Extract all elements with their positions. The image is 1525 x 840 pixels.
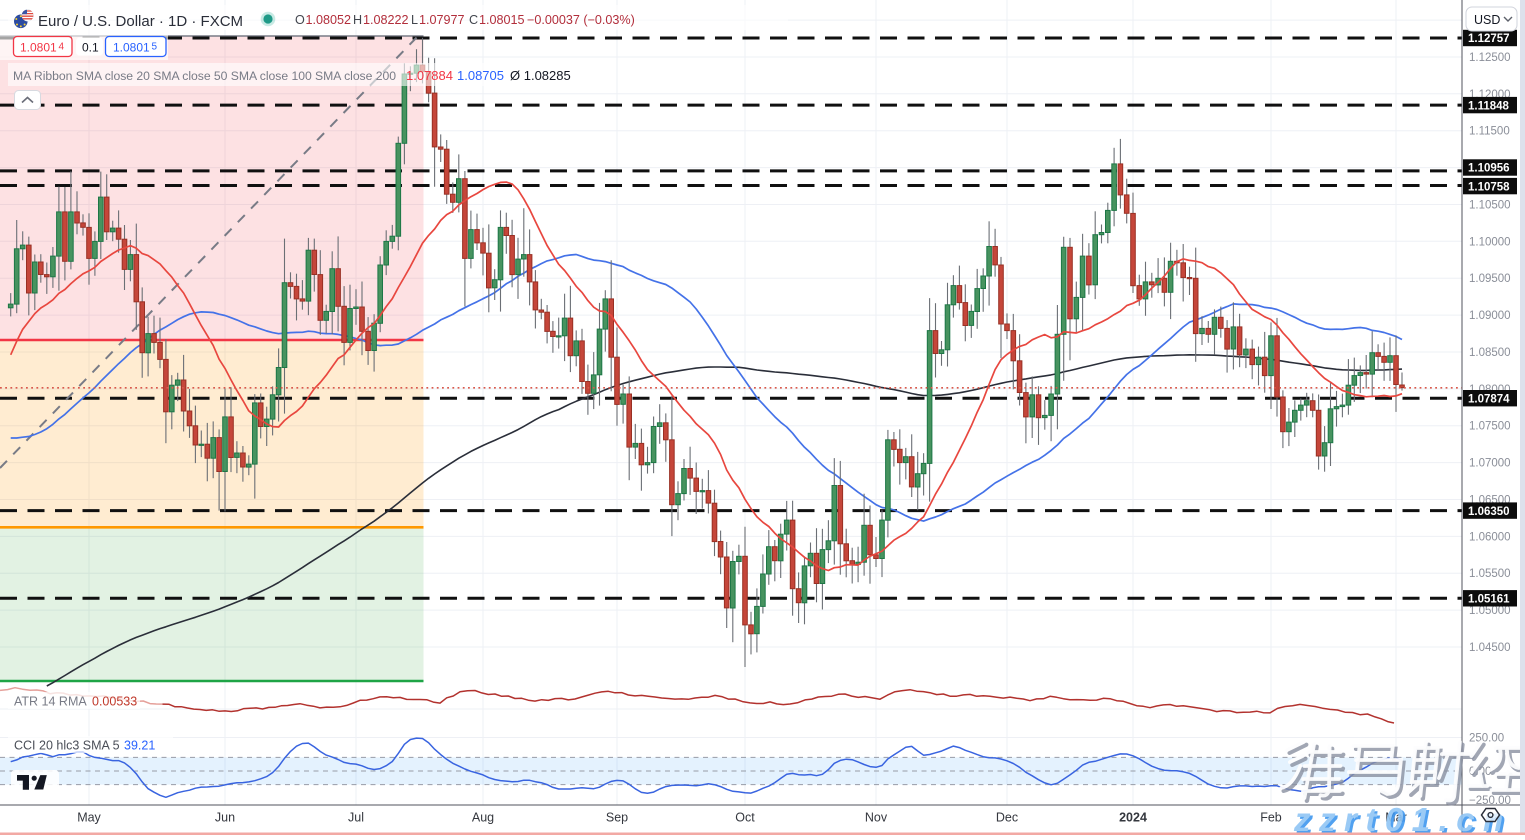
svg-text:1.09000: 1.09000 [1469,310,1511,322]
svg-text:Aug: Aug [472,811,494,825]
svg-text:2024: 2024 [1119,811,1147,825]
svg-text:−250.00: −250.00 [1469,795,1511,807]
svg-text:1.08705: 1.08705 [457,68,504,83]
svg-text:1.09500: 1.09500 [1469,273,1511,285]
svg-text:1.11500: 1.11500 [1469,126,1510,138]
svg-text:1.08222: 1.08222 [363,13,409,27]
svg-text:Jun: Jun [215,811,235,825]
svg-text:H: H [353,13,362,27]
svg-text:1.10758: 1.10758 [1468,181,1510,193]
svg-text:0.00533: 0.00533 [92,695,137,709]
svg-text:1.06000: 1.06000 [1469,531,1511,543]
svg-text:1.07977: 1.07977 [419,13,465,27]
svg-text:MA Ribbon SMA close 20 SMA clo: MA Ribbon SMA close 20 SMA close 50 SMA … [13,69,396,83]
svg-text:Euro / U.S. Dollar · 1D · FXCM: Euro / U.S. Dollar · 1D · FXCM [38,13,243,30]
svg-text:O: O [295,13,305,27]
svg-text:1.08052: 1.08052 [306,13,352,27]
svg-text:1.07000: 1.07000 [1469,458,1511,470]
svg-text:0.1: 0.1 [82,41,99,55]
svg-text:1.10500: 1.10500 [1469,200,1511,212]
svg-text:1.10956: 1.10956 [1468,163,1510,175]
svg-text:1.12500: 1.12500 [1469,52,1511,64]
svg-text:250.00: 250.00 [1469,733,1504,745]
svg-text:Nov: Nov [865,811,888,825]
svg-text:5: 5 [152,42,158,53]
svg-text:1.07874: 1.07874 [1468,393,1510,405]
svg-text:1.05161: 1.05161 [1468,594,1510,606]
svg-text:L: L [411,13,418,27]
svg-text:Sep: Sep [606,811,628,825]
svg-text:1.08500: 1.08500 [1469,347,1511,359]
svg-text:1.08015: 1.08015 [479,13,525,27]
svg-text:1.11848: 1.11848 [1468,100,1510,112]
svg-text:ATR 14 RMA: ATR 14 RMA [14,695,87,709]
svg-text:4: 4 [59,42,65,53]
svg-text:1.04500: 1.04500 [1469,642,1511,654]
svg-text:May: May [77,811,101,825]
svg-text:1.05500: 1.05500 [1469,568,1511,580]
svg-text:Mar: Mar [1385,811,1407,825]
svg-text:USD: USD [1474,13,1500,27]
svg-text:1.12757: 1.12757 [1468,33,1510,45]
svg-text:Jul: Jul [348,811,364,825]
svg-text:1.10000: 1.10000 [1469,236,1511,248]
svg-text:Oct: Oct [735,811,755,825]
svg-text:C: C [469,13,478,27]
svg-text:1.07884: 1.07884 [406,68,453,83]
svg-text:−0.00037 (−0.03%): −0.00037 (−0.03%) [527,13,635,27]
svg-text:1.0801: 1.0801 [113,41,150,55]
svg-text:zzrt01.cn: zzrt01.cn [1293,801,1512,835]
svg-text:39.21: 39.21 [124,739,155,753]
svg-text:Ø 1.08285: Ø 1.08285 [510,68,571,83]
svg-text:1.0801: 1.0801 [20,41,57,55]
svg-text:Feb: Feb [1260,811,1282,825]
svg-text:1.05000: 1.05000 [1469,605,1511,617]
svg-text:Dec: Dec [996,811,1018,825]
svg-text:1.06350: 1.06350 [1468,506,1510,518]
svg-text:CCI 20 hlc3 SMA 5: CCI 20 hlc3 SMA 5 [14,739,120,753]
svg-text:1.07500: 1.07500 [1469,421,1511,433]
